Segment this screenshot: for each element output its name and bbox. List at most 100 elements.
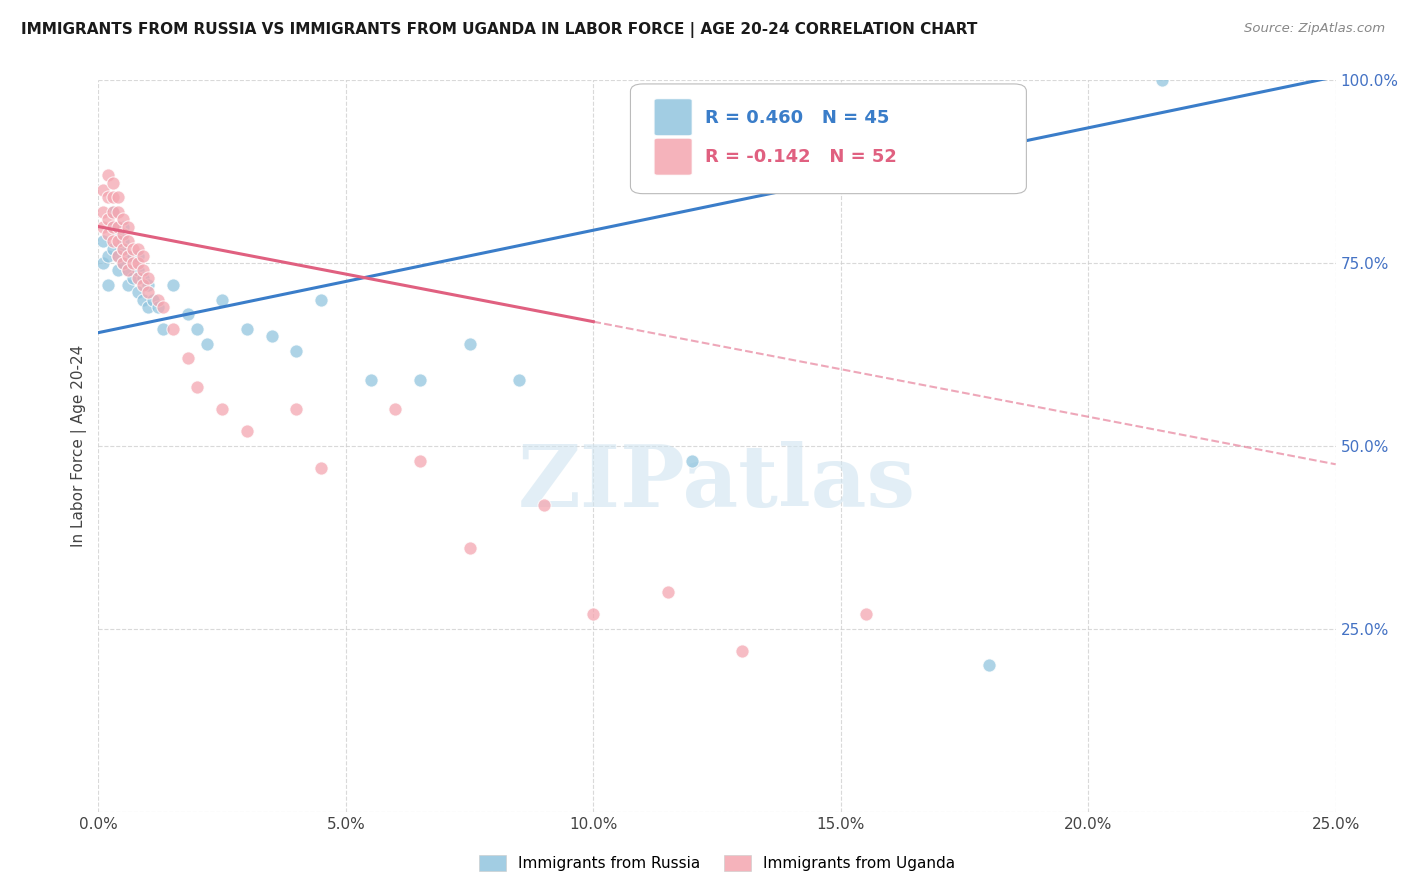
Point [112, 256, 135, 270]
Point [97, 249, 120, 263]
Point [93, 219, 115, 234]
Point [107, 234, 129, 248]
Point [122, 270, 145, 285]
Point [186, 322, 208, 336]
Legend: Immigrants from Russia, Immigrants from Uganda: Immigrants from Russia, Immigrants from … [472, 849, 962, 877]
Point [117, 249, 139, 263]
Text: Source: ZipAtlas.com: Source: ZipAtlas.com [1244, 22, 1385, 36]
Point [103, 205, 125, 219]
Point [127, 249, 149, 263]
Point [132, 278, 155, 293]
Point [117, 249, 139, 263]
Point [93, 183, 115, 197]
Point [97, 227, 120, 241]
Point [93, 234, 115, 248]
Text: IMMIGRANTS FROM RUSSIA VS IMMIGRANTS FROM UGANDA IN LABOR FORCE | AGE 20-24 CORR: IMMIGRANTS FROM RUSSIA VS IMMIGRANTS FRO… [21, 22, 977, 38]
Point [103, 176, 125, 190]
Point [127, 263, 149, 277]
Point [122, 256, 145, 270]
Point [152, 322, 174, 336]
Point [122, 249, 145, 263]
Point [122, 242, 145, 256]
FancyBboxPatch shape [654, 99, 692, 136]
Point [127, 256, 149, 270]
Point [127, 270, 149, 285]
Point [384, 402, 406, 417]
Point [107, 219, 129, 234]
Point [112, 219, 135, 234]
Point [657, 585, 679, 599]
Point [107, 190, 129, 204]
Point [93, 256, 115, 270]
Point [112, 242, 135, 256]
Point [132, 263, 155, 277]
FancyBboxPatch shape [654, 138, 692, 176]
Point [107, 205, 129, 219]
Point [409, 453, 432, 467]
Point [112, 256, 135, 270]
Point [211, 293, 233, 307]
Point [103, 219, 125, 234]
Point [103, 219, 125, 234]
FancyBboxPatch shape [630, 84, 1026, 194]
Point [136, 278, 159, 293]
Point [855, 607, 877, 622]
Point [533, 498, 555, 512]
Point [103, 242, 125, 256]
Point [508, 373, 530, 387]
Point [112, 234, 135, 248]
Point [107, 263, 129, 277]
Point [731, 644, 754, 658]
Point [309, 461, 332, 475]
Point [409, 373, 432, 387]
Point [97, 212, 120, 227]
Point [236, 322, 259, 336]
Point [103, 234, 125, 248]
Point [97, 278, 120, 293]
Point [1152, 73, 1174, 87]
Point [127, 285, 149, 300]
Point [211, 402, 233, 417]
Point [132, 293, 155, 307]
Point [979, 658, 1001, 673]
Point [176, 307, 198, 321]
Y-axis label: In Labor Force | Age 20-24: In Labor Force | Age 20-24 [70, 345, 87, 547]
Point [127, 242, 149, 256]
Point [162, 322, 184, 336]
Point [458, 336, 481, 351]
Point [360, 373, 382, 387]
Point [136, 285, 159, 300]
Point [146, 300, 169, 314]
Point [458, 541, 481, 556]
Point [117, 263, 139, 277]
Point [93, 205, 115, 219]
Point [186, 380, 208, 394]
Point [142, 293, 165, 307]
Point [176, 351, 198, 366]
Point [195, 336, 218, 351]
Point [103, 190, 125, 204]
Text: R = 0.460   N = 45: R = 0.460 N = 45 [704, 109, 889, 127]
Point [112, 227, 135, 241]
Point [112, 212, 135, 227]
Point [236, 425, 259, 439]
Point [309, 293, 332, 307]
Text: R = -0.142   N = 52: R = -0.142 N = 52 [704, 148, 897, 166]
Point [107, 249, 129, 263]
Text: ZIPatlas: ZIPatlas [517, 441, 917, 524]
Point [136, 300, 159, 314]
Point [97, 169, 120, 183]
Point [117, 219, 139, 234]
Point [132, 249, 155, 263]
Point [107, 227, 129, 241]
Point [132, 270, 155, 285]
Point [97, 190, 120, 204]
Point [152, 300, 174, 314]
Point [136, 270, 159, 285]
Point [582, 607, 605, 622]
Point [681, 453, 703, 467]
Point [117, 278, 139, 293]
Point [162, 278, 184, 293]
Point [260, 329, 283, 343]
Point [112, 242, 135, 256]
